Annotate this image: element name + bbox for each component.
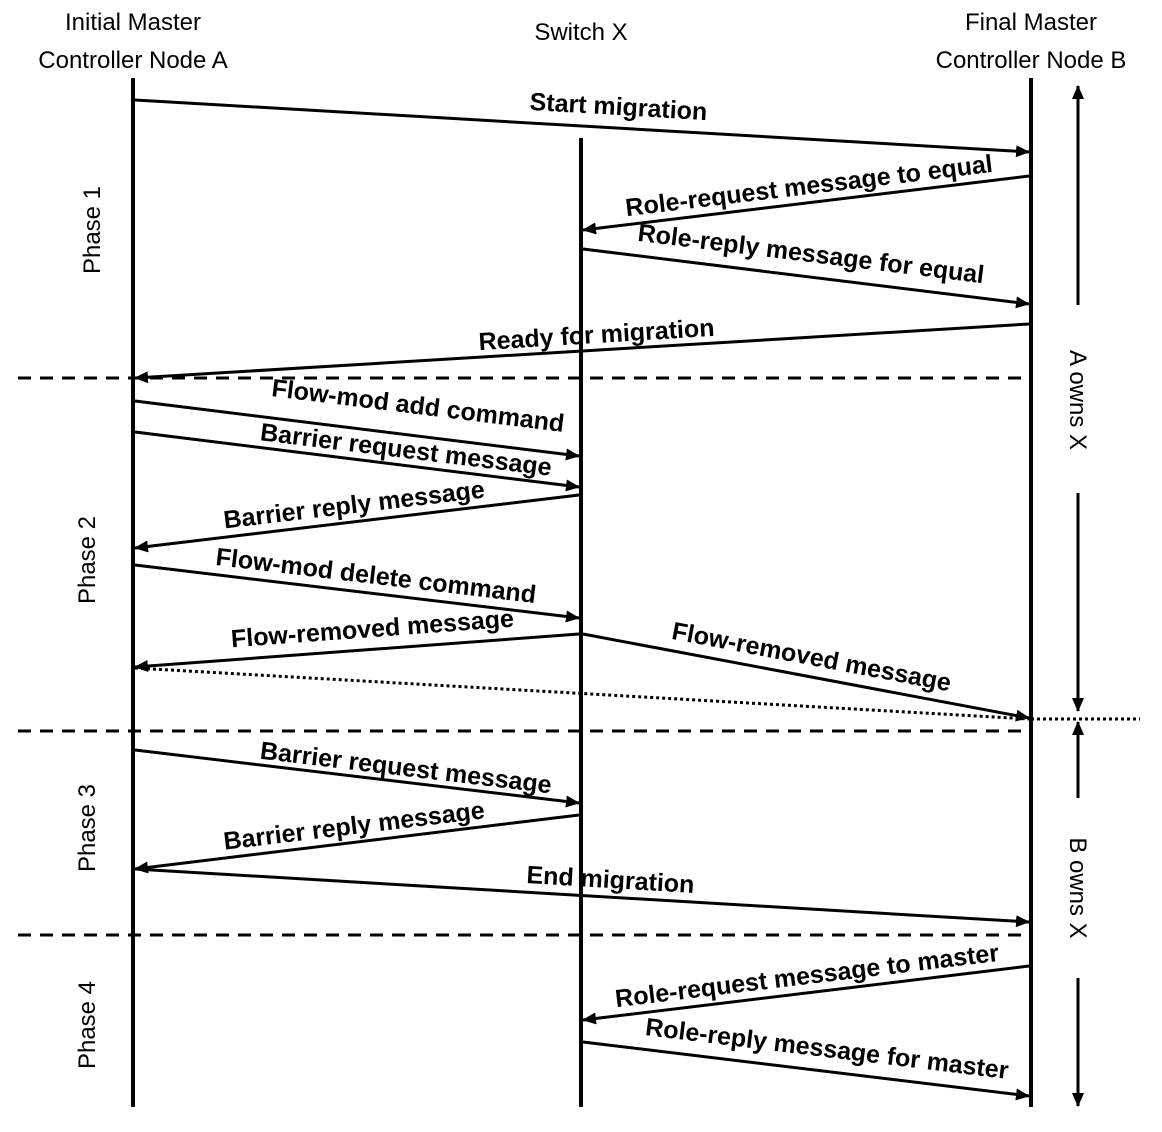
msg-role-reply-equal-label: Role-reply message for equal [636, 219, 986, 289]
msg-role-request-master-arrow [582, 964, 1030, 1025]
msg-flow-removed-to-a-label: Flow-removed message [230, 605, 515, 654]
phase-label-1: Phase 1 [79, 186, 106, 274]
msg-flow-mod-delete-arrow [134, 563, 580, 623]
participant-a-title-line2: Controller Node A [38, 47, 227, 74]
msg-end-migration-arrow [134, 867, 1030, 928]
msg-flow-mod-add-arrow [134, 399, 580, 461]
msg-role-reply-equal-arrow [582, 247, 1030, 309]
msg-start-migration-arrow [134, 98, 1030, 158]
msg-barrier-reply-2-label: Barrier reply message [222, 796, 486, 855]
phase-label-4: Phase 4 [74, 981, 101, 1069]
msg-flow-mod-delete-label: Flow-mod delete command [214, 543, 537, 609]
msg-flow-removed-to-b-arrow [582, 632, 1030, 722]
msg-barrier-reply-2-arrow [134, 813, 580, 874]
msg-role-reply-master-label: Role-reply message for master [644, 1013, 1010, 1085]
participant-b-title-line2: Controller Node B [936, 47, 1127, 74]
msg-role-request-equal-arrow [582, 174, 1030, 235]
msg-ready-for-migration-arrow [134, 322, 1030, 384]
msg-flow-removed-to-a-arrow [134, 632, 580, 673]
phase-label-3: Phase 3 [74, 784, 101, 872]
a-owns-label: A owns X [1064, 350, 1091, 450]
b-owns-label: B owns X [1064, 837, 1091, 938]
phase-label-2: Phase 2 [74, 516, 101, 604]
participant-a-title-line1: Initial Master [65, 9, 201, 36]
participant-x-title: Switch X [534, 19, 627, 46]
msg-start-migration-label: Start migration [529, 88, 708, 126]
msg-barrier-request-2-label: Barrier request message [259, 737, 554, 800]
participant-b-title-line1: Final Master [965, 9, 1097, 36]
msg-barrier-request-1-arrow [134, 430, 580, 492]
msg-barrier-request-2-arrow [134, 748, 580, 808]
msg-barrier-reply-1-label: Barrier reply message [222, 476, 486, 535]
msg-role-reply-master-arrow [582, 1040, 1030, 1101]
msg-barrier-reply-1-arrow [134, 493, 580, 553]
flow-removed-dotted-a-to-b [134, 666, 1030, 721]
